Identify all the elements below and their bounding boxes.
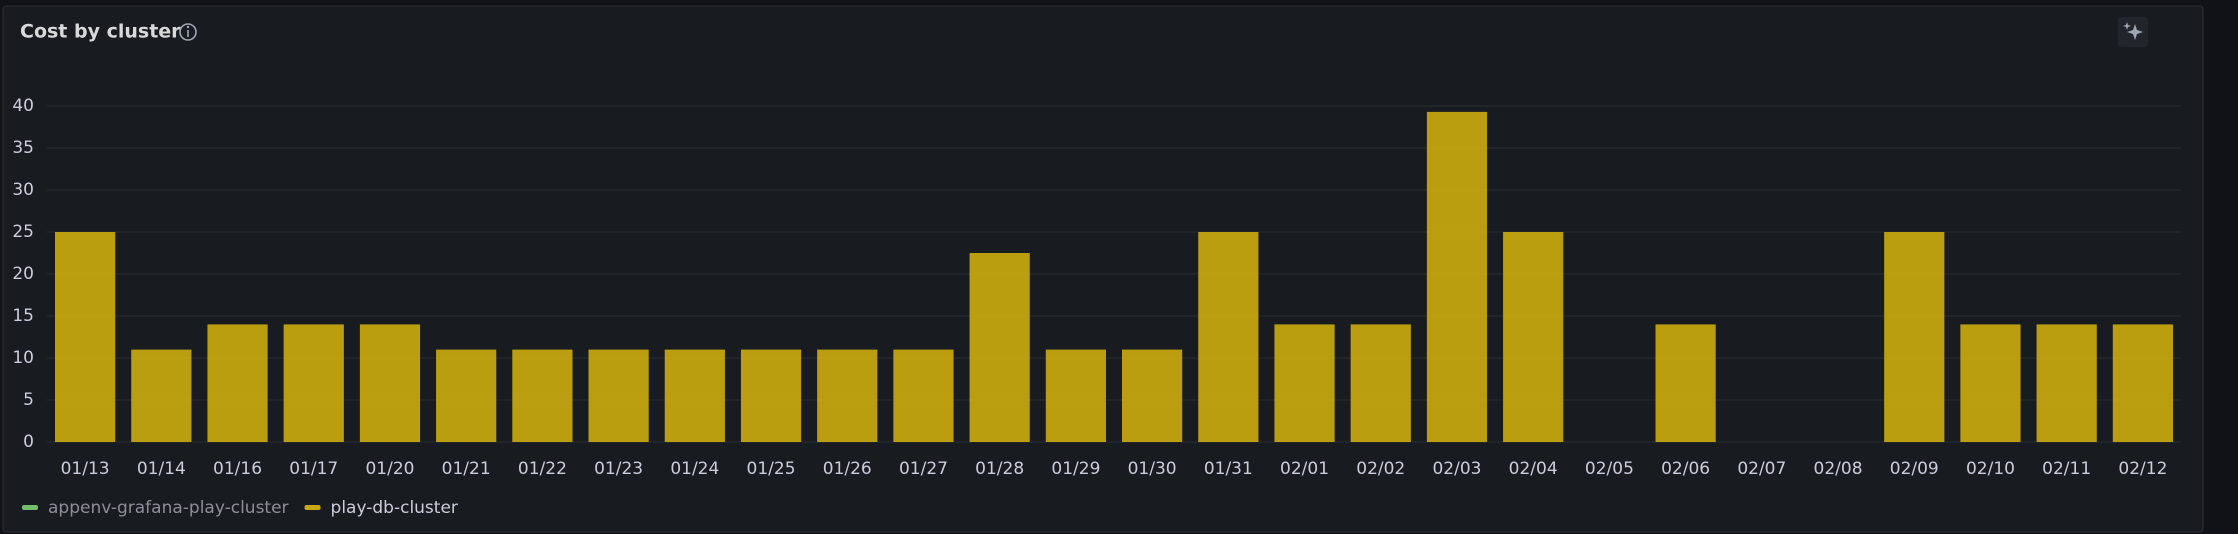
bar[interactable] — [817, 349, 878, 442]
bar[interactable] — [207, 324, 268, 442]
legend-swatch[interactable] — [304, 505, 321, 510]
assistant-button[interactable] — [2118, 17, 2148, 47]
bar[interactable] — [2036, 324, 2097, 442]
x-tick-label: 01/16 — [213, 459, 262, 479]
y-tick-label: 10 — [12, 348, 34, 368]
bar[interactable] — [893, 349, 954, 442]
legend-label[interactable]: play-db-cluster — [331, 498, 458, 518]
bar[interactable] — [1045, 349, 1106, 442]
x-tick-label: 02/09 — [1890, 459, 1939, 479]
x-tick-label: 02/08 — [1814, 459, 1863, 479]
panel-frame — [2, 5, 2204, 533]
x-tick-label: 01/13 — [61, 459, 110, 479]
bar[interactable] — [664, 349, 725, 442]
bar[interactable] — [588, 349, 649, 442]
x-tick-label: 01/31 — [1204, 459, 1253, 479]
bar[interactable] — [436, 349, 497, 442]
x-tick-label: 01/27 — [899, 459, 948, 479]
y-tick-label: 40 — [12, 96, 34, 116]
legend-swatch[interactable] — [22, 505, 38, 510]
x-tick-label: 01/14 — [137, 459, 186, 479]
bar[interactable] — [131, 349, 192, 442]
y-tick-label: 20 — [12, 264, 34, 284]
bar[interactable] — [1198, 232, 1259, 442]
x-tick-label: 01/26 — [823, 459, 872, 479]
x-tick-label: 02/07 — [1737, 459, 1786, 479]
legend-label[interactable]: appenv-grafana-play-cluster — [48, 498, 289, 518]
bar[interactable] — [512, 349, 573, 442]
bar[interactable] — [1122, 349, 1183, 442]
x-tick-label: 01/30 — [1128, 459, 1177, 479]
bar[interactable] — [55, 232, 116, 442]
bar[interactable] — [1655, 324, 1716, 442]
bar[interactable] — [1426, 111, 1488, 442]
y-tick-label: 25 — [12, 222, 34, 242]
bar[interactable] — [969, 253, 1030, 442]
x-tick-label: 01/22 — [518, 459, 567, 479]
x-tick-label: 02/03 — [1432, 459, 1481, 479]
x-tick-label: 02/12 — [2118, 459, 2167, 479]
bar[interactable] — [1884, 232, 1945, 442]
x-tick-label: 02/01 — [1280, 459, 1329, 479]
x-tick-label: 02/04 — [1509, 459, 1558, 479]
x-tick-label: 01/21 — [442, 459, 491, 479]
info-icon[interactable] — [179, 23, 197, 41]
x-tick-label: 02/06 — [1661, 459, 1710, 479]
x-tick-label: 02/02 — [1356, 459, 1405, 479]
x-tick-label: 02/05 — [1585, 459, 1634, 479]
x-tick-label: 01/23 — [594, 459, 643, 479]
x-tick-label: 01/20 — [365, 459, 414, 479]
bar[interactable] — [2112, 324, 2173, 442]
y-tick-label: 0 — [23, 432, 34, 452]
x-tick-label: 01/28 — [975, 459, 1024, 479]
bar[interactable] — [1350, 324, 1411, 442]
bar[interactable] — [740, 349, 802, 442]
bar[interactable] — [1960, 324, 2021, 442]
x-tick-label: 01/24 — [670, 459, 719, 479]
y-tick-label: 15 — [12, 306, 34, 326]
panel-title: Cost by cluster — [20, 21, 181, 43]
x-tick-label: 01/29 — [1051, 459, 1100, 479]
x-tick-label: 01/17 — [289, 459, 338, 479]
bar[interactable] — [1503, 232, 1564, 442]
y-tick-label: 5 — [23, 390, 34, 410]
x-tick-label: 02/10 — [1966, 459, 2015, 479]
x-tick-label: 02/11 — [2042, 459, 2091, 479]
bar[interactable] — [1274, 324, 1335, 442]
bar[interactable] — [359, 324, 421, 442]
bar[interactable] — [283, 324, 344, 442]
y-tick-label: 35 — [12, 138, 34, 158]
y-tick-label: 30 — [12, 180, 34, 200]
x-tick-label: 01/25 — [747, 459, 796, 479]
